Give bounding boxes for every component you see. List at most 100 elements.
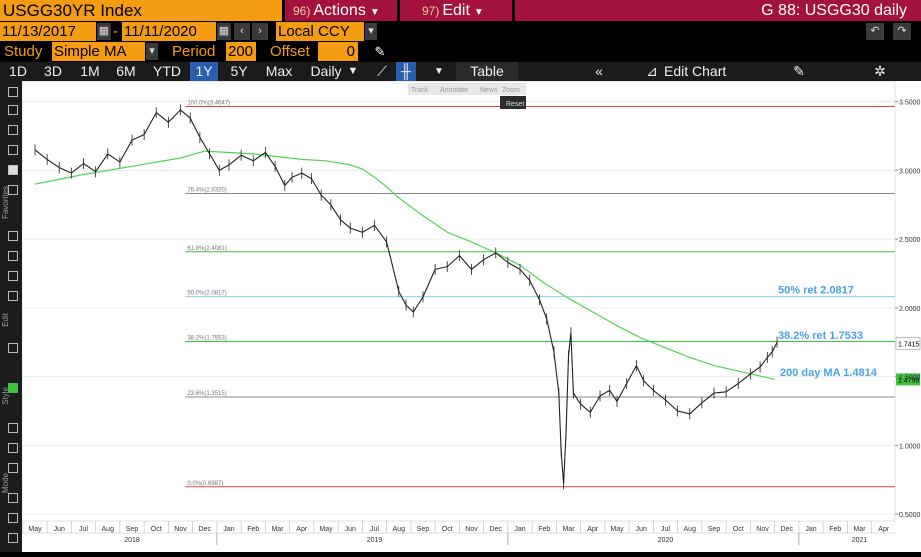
color-swatch-icon[interactable]: [8, 383, 18, 393]
highlight-icon[interactable]: [8, 165, 18, 175]
caret-down-icon: ▼: [369, 7, 380, 18]
arrow-tool-icon[interactable]: [8, 185, 18, 195]
caret-down-icon: ▼: [473, 7, 484, 18]
last-price-tag: [895, 337, 921, 350]
track-button[interactable]: Track: [411, 87, 429, 94]
y-tick-label: 2.5000: [899, 237, 921, 244]
gear-icon[interactable]: ✲: [874, 63, 886, 79]
trash-icon[interactable]: [8, 343, 18, 353]
end-date-input[interactable]: 11/11/2020: [122, 22, 216, 41]
x-tick-label: May: [28, 526, 42, 533]
ticker-field[interactable]: USGG30YR Index: [0, 0, 282, 21]
x-tick-label: Nov: [756, 526, 769, 533]
x-tick-label: Aug: [684, 526, 697, 533]
frequency-select[interactable]: Daily: [310, 63, 342, 79]
news-button[interactable]: News: [480, 87, 498, 94]
x-tick-label: Mar: [271, 526, 284, 533]
line-chart-icon[interactable]: ⟋: [377, 63, 387, 79]
x-year-label: 2019: [367, 537, 383, 544]
zoom-button[interactable]: Zoom: [502, 87, 520, 94]
text-tool-icon[interactable]: [8, 145, 18, 155]
start-date-input[interactable]: 11/13/2017: [0, 22, 96, 41]
tab-6m[interactable]: 6M: [116, 63, 136, 79]
x-tick-label: Dec: [199, 526, 212, 533]
tab-ytd[interactable]: YTD: [153, 63, 181, 79]
fill-icon[interactable]: [8, 463, 18, 473]
tab-max[interactable]: Max: [265, 63, 293, 79]
x-tick-label: Apr: [587, 526, 599, 533]
x-tick-label: Apr: [296, 526, 308, 533]
fib-level-label: 61.8%(2.4081): [187, 246, 226, 252]
x-year-label: 2018: [124, 537, 140, 544]
tab-1y[interactable]: 1Y: [190, 62, 218, 81]
date-range-bar: 11/13/2017 ▦ - 11/11/2020 ▦ ‹ › Local CC…: [0, 22, 921, 41]
shape-tool-icon[interactable]: [8, 271, 18, 281]
chevron-down-icon[interactable]: ▾: [146, 43, 158, 60]
annotate-button[interactable]: Annotate: [440, 87, 468, 94]
offset-input[interactable]: 0: [318, 42, 358, 61]
fib-tool-icon[interactable]: [8, 125, 18, 135]
x-tick-label: Jul: [370, 526, 379, 533]
x-tick-label: Sep: [126, 526, 139, 533]
x-tick-label: Nov: [465, 526, 478, 533]
redo-icon[interactable]: ↷: [893, 23, 911, 40]
chart-icon: ⊿: [646, 63, 658, 79]
lock-icon[interactable]: [8, 513, 18, 523]
calendar-icon[interactable]: ▦: [97, 23, 111, 40]
table-button[interactable]: Table: [456, 62, 518, 81]
fib-level-label: 50.0%(2.0817): [187, 291, 226, 297]
eraser-icon[interactable]: [8, 291, 18, 301]
pencil-icon[interactable]: ✎: [374, 44, 386, 59]
x-tick-label: Jan: [805, 526, 816, 533]
tab-5y[interactable]: 5Y: [230, 63, 248, 79]
chart-area[interactable]: 100.0%(3.4647) 76.4%(2.8320) 61.8%(2.4081)…: [21, 80, 921, 552]
undo-icon[interactable]: ↶: [866, 23, 884, 40]
fib-level-label: 100.0%(3.4647): [187, 100, 230, 106]
y-tick-label: 3.5000: [899, 100, 921, 107]
study-bar: Study Simple MA ▾ Period 200 Offset 0 ✎: [0, 42, 921, 61]
chevron-down-icon[interactable]: ▼: [434, 66, 444, 77]
chevron-down-icon[interactable]: ▼: [347, 65, 359, 77]
tab-1d[interactable]: 1D: [9, 63, 27, 79]
price-chart[interactable]: 100.0%(3.4647) 76.4%(2.8320) 61.8%(2.4081)…: [21, 80, 921, 552]
x-tick-label: Jul: [661, 526, 670, 533]
ruler-icon[interactable]: [8, 251, 18, 261]
x-tick-label: Oct: [733, 526, 744, 533]
magnet-icon[interactable]: [8, 493, 18, 503]
edit-chart-button[interactable]: Edit Chart: [664, 63, 727, 79]
x-tick-label: Jan: [223, 526, 234, 533]
actions-menu[interactable]: 96) Actions ▼: [285, 0, 397, 21]
visibility-icon[interactable]: [8, 533, 18, 543]
edit-menu[interactable]: 97) Edit ▼: [400, 0, 512, 21]
x-tick-label: Dec: [490, 526, 503, 533]
y-tick-label: 1.0000: [899, 443, 921, 450]
collapse-icon[interactable]: «: [595, 63, 603, 79]
cursor-icon[interactable]: [8, 87, 18, 97]
offset-label: Offset: [270, 43, 310, 60]
line-style-icon[interactable]: [8, 423, 18, 433]
tab-3d[interactable]: 3D: [44, 63, 62, 79]
currency-select[interactable]: Local CCY: [276, 22, 364, 41]
next-arrow-icon[interactable]: ›: [252, 23, 268, 40]
x-tick-label: Oct: [151, 526, 162, 533]
y-tick-label: 0.5000: [899, 512, 921, 519]
period-input[interactable]: 200: [226, 42, 256, 61]
fib-annotation: 38.2% ret 1.7533: [778, 330, 863, 342]
moving-average-line: [34, 150, 775, 380]
fib-annotation: 50% ret 2.0817: [778, 285, 854, 297]
chevron-down-icon[interactable]: ▾: [365, 23, 377, 40]
line-tool-icon[interactable]: [8, 105, 18, 115]
ma-price-tag: [896, 373, 920, 386]
prev-arrow-icon[interactable]: ‹: [234, 23, 250, 40]
tab-1m[interactable]: 1M: [80, 63, 100, 79]
brush-icon[interactable]: [8, 231, 18, 241]
line-width-icon[interactable]: [8, 443, 18, 453]
study-select[interactable]: Simple MA: [52, 42, 145, 61]
bar-chart-icon[interactable]: ╫: [396, 62, 416, 81]
calendar-icon[interactable]: ▦: [217, 23, 231, 40]
edit-icon[interactable]: ✎: [793, 63, 805, 79]
reset-button[interactable]: Reset: [506, 101, 524, 108]
x-tick-label: Aug: [102, 526, 115, 533]
x-tick-label: Jul: [79, 526, 88, 533]
x-tick-label: Aug: [393, 526, 406, 533]
